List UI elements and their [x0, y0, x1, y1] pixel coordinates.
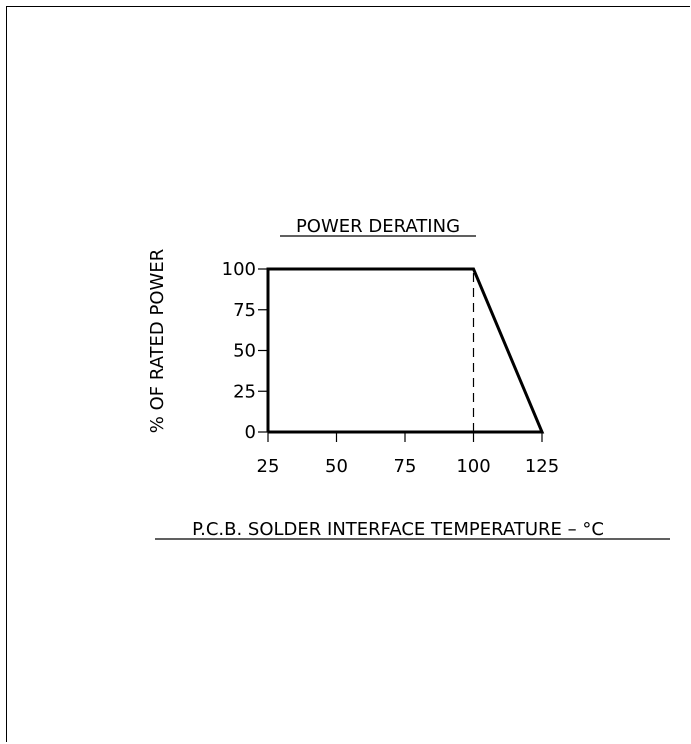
drawing-frame: [6, 6, 690, 742]
x-axis-label: P.C.B. SOLDER INTERFACE TEMPERATURE – °C: [192, 519, 604, 540]
series-line: [266, 267, 545, 434]
y-tick-label: 100: [222, 259, 256, 280]
y-tick-label: 75: [233, 300, 256, 321]
x-tick-label: 125: [525, 456, 559, 477]
chart-title: POWER DERATING: [296, 216, 460, 237]
x-tick-label: 75: [394, 456, 417, 477]
y-tick-label: 25: [233, 381, 256, 402]
x-tick-label: 25: [257, 456, 280, 477]
y-axis-label: % OF RATED POWER: [147, 249, 168, 433]
x-tick-label: 50: [325, 456, 348, 477]
y-tick-label: 50: [233, 341, 256, 362]
y-tick-label: 0: [245, 422, 256, 443]
x-tick-label: 100: [456, 456, 490, 477]
